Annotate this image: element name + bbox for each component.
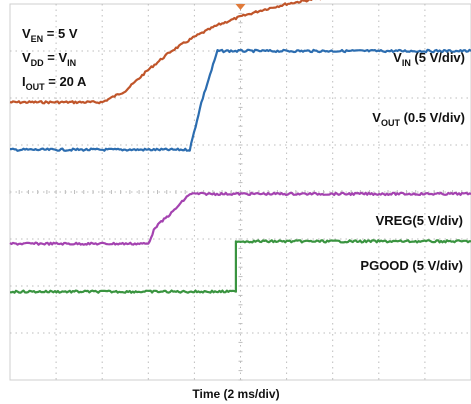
trigger-marker-icon: [235, 4, 246, 10]
series-label-vout: VOUT (0.5 V/div): [372, 110, 465, 128]
series-label-vin: VIN (5 V/div): [393, 50, 465, 68]
series-label-vreg: VREG(5 V/div): [376, 213, 463, 228]
x-axis-label: Time (2 ms/div): [192, 387, 279, 401]
condition-ven: VEN = 5 V: [22, 26, 78, 44]
condition-vdd: VDD = VIN: [22, 50, 76, 68]
marker-layer: [235, 4, 246, 10]
condition-iout: IOUT = 20 A: [22, 74, 87, 92]
trace-vreg: [9, 191, 471, 246]
plot-grid: [9, 3, 471, 381]
series-label-pgood: PGOOD (5 V/div): [360, 258, 463, 273]
trace-vin: [9, 0, 322, 105]
trace-pgood: [10, 239, 471, 294]
trace-vout: [10, 48, 471, 152]
trace-layer: [9, 0, 471, 294]
